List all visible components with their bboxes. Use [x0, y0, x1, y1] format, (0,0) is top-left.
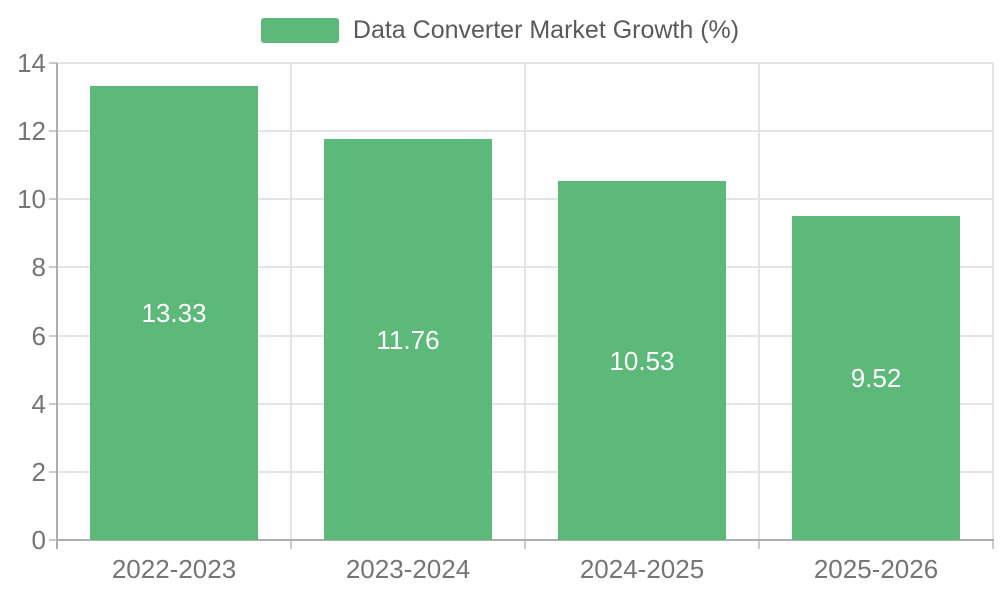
x-axis-line — [56, 539, 994, 541]
y-tick — [49, 62, 57, 64]
bar: 13.33 — [90, 85, 258, 540]
y-axis-tick-label: 4 — [31, 388, 46, 419]
bar: 9.52 — [792, 215, 960, 540]
x-tick — [992, 540, 994, 549]
legend-label: Data Converter Market Growth (%) — [352, 16, 740, 44]
y-axis-tick-label: 2 — [31, 456, 46, 487]
legend[interactable]: Data Converter Market Growth (%) — [0, 16, 1000, 44]
bar-value-label: 10.53 — [609, 345, 675, 376]
y-tick — [49, 266, 57, 269]
bar: 10.53 — [558, 181, 726, 540]
x-axis-tick-label: 2023-2024 — [345, 554, 471, 584]
bar-value-label: 9.52 — [850, 362, 902, 393]
y-axis-tick-label: 14 — [17, 48, 46, 78]
legend-swatch-icon — [260, 17, 339, 43]
y-tick — [49, 334, 57, 337]
bar-value-label: 13.33 — [141, 297, 207, 328]
y-tick — [49, 539, 57, 541]
bar-value-label: 11.76 — [376, 324, 440, 355]
y-tick — [49, 130, 57, 133]
y-axis-tick-label: 0 — [31, 525, 46, 555]
bar: 11.76 — [324, 139, 492, 540]
x-gridline — [524, 63, 526, 540]
y-tick — [49, 402, 57, 405]
y-axis-tick-label: 12 — [17, 116, 46, 147]
x-axis-tick-label: 2022-2023 — [111, 554, 237, 584]
y-axis-line — [56, 63, 58, 549]
y-axis-tick-label: 8 — [31, 252, 46, 283]
y-axis-tick-label: 10 — [17, 184, 46, 215]
x-gridline — [758, 63, 760, 540]
x-gridline — [992, 63, 994, 540]
x-tick — [524, 540, 526, 549]
x-gridline — [290, 63, 292, 540]
y-tick — [49, 470, 57, 473]
x-axis-tick-label: 2025-2026 — [813, 554, 939, 584]
x-axis-tick-label: 2024-2025 — [579, 554, 705, 584]
y-axis-tick-label: 6 — [31, 320, 46, 351]
y-tick — [49, 198, 57, 201]
x-tick — [758, 540, 760, 549]
x-tick — [290, 540, 292, 549]
